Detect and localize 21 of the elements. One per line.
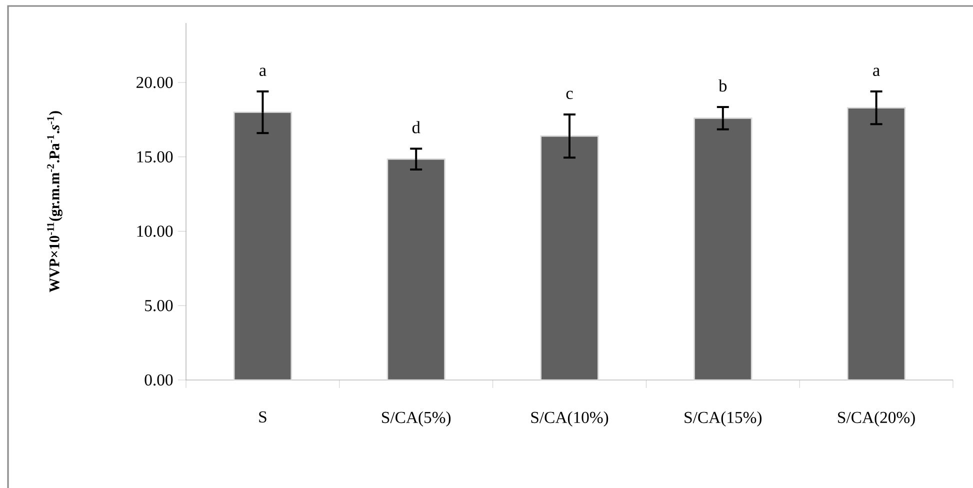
bar (386, 158, 446, 381)
x-tick-label: S (259, 411, 266, 423)
annotation: a (873, 68, 880, 76)
bar (540, 135, 599, 381)
x-tick-label: S/CA(10%) (531, 411, 608, 426)
y-tick-label: 10.00 (137, 226, 173, 237)
bar (233, 112, 292, 381)
y-tick-label: 15.00 (137, 151, 173, 163)
annotation: b (718, 79, 727, 92)
annotation: d (412, 121, 420, 134)
x-tick-label: S/CA(5%) (382, 411, 451, 426)
x-tick-label: S/CA(15%) (684, 411, 762, 426)
text: WVP×10$^{-11}$(gr.m.m$^{-2}$.Pa$^{-1}$.s$^{-1}$) (47, 111, 62, 292)
y-tick-label: 0.00 (144, 374, 173, 386)
y-tick-label: 20.00 (136, 76, 173, 88)
y-tick-label: 5.00 (145, 300, 173, 312)
bar (694, 118, 752, 381)
annotation: a (259, 68, 266, 76)
bar (846, 107, 906, 381)
x-tick-label: S/CA(20%) (838, 411, 915, 426)
annotation: c (566, 90, 573, 100)
